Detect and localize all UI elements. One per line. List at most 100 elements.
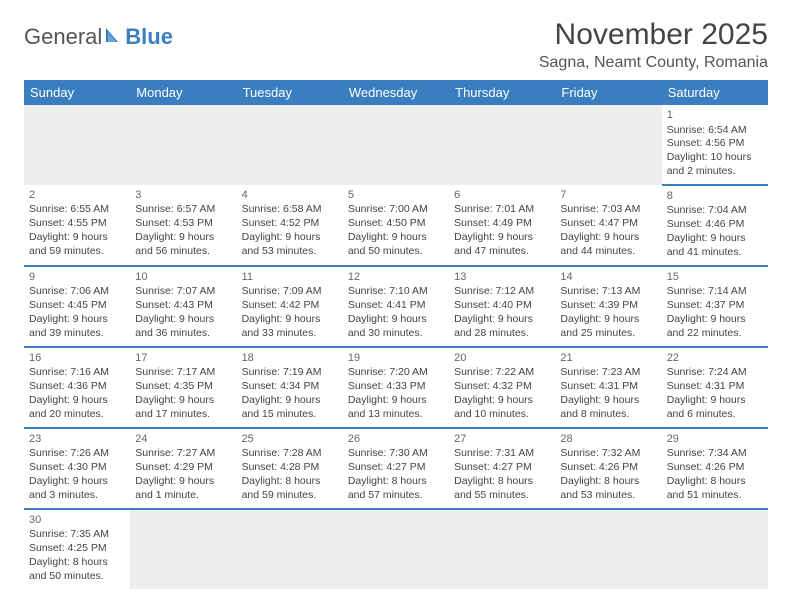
day-header: Monday — [130, 80, 236, 105]
sunrise-text: Sunrise: 7:35 AM — [29, 528, 125, 542]
sunset-text: Sunset: 4:42 PM — [242, 299, 338, 313]
day-number: 15 — [667, 270, 763, 285]
sunset-text: Sunset: 4:30 PM — [29, 461, 125, 475]
calendar-cell — [555, 105, 661, 185]
day-number: 13 — [454, 270, 550, 285]
calendar-cell: 27Sunrise: 7:31 AMSunset: 4:27 PMDayligh… — [449, 428, 555, 509]
sunrise-text: Sunrise: 7:16 AM — [29, 366, 125, 380]
day-number: 22 — [667, 351, 763, 366]
sunrise-text: Sunrise: 7:34 AM — [667, 447, 763, 461]
calendar-row: 9Sunrise: 7:06 AMSunset: 4:45 PMDaylight… — [24, 266, 768, 347]
calendar-cell: 2Sunrise: 6:55 AMSunset: 4:55 PMDaylight… — [24, 185, 130, 266]
calendar-cell: 1Sunrise: 6:54 AMSunset: 4:56 PMDaylight… — [662, 105, 768, 185]
calendar-cell — [343, 509, 449, 589]
calendar-cell — [449, 105, 555, 185]
day-number: 11 — [242, 270, 338, 285]
day-header: Wednesday — [343, 80, 449, 105]
calendar-cell: 24Sunrise: 7:27 AMSunset: 4:29 PMDayligh… — [130, 428, 236, 509]
calendar-row: 1Sunrise: 6:54 AMSunset: 4:56 PMDaylight… — [24, 105, 768, 185]
calendar-cell: 5Sunrise: 7:00 AMSunset: 4:50 PMDaylight… — [343, 185, 449, 266]
sunrise-text: Sunrise: 6:57 AM — [135, 203, 231, 217]
calendar-cell: 14Sunrise: 7:13 AMSunset: 4:39 PMDayligh… — [555, 266, 661, 347]
day-header: Friday — [555, 80, 661, 105]
calendar-cell: 29Sunrise: 7:34 AMSunset: 4:26 PMDayligh… — [662, 428, 768, 509]
sunset-text: Sunset: 4:27 PM — [454, 461, 550, 475]
sunset-text: Sunset: 4:40 PM — [454, 299, 550, 313]
sunrise-text: Sunrise: 7:23 AM — [560, 366, 656, 380]
day-number: 26 — [348, 432, 444, 447]
sunrise-text: Sunrise: 7:10 AM — [348, 285, 444, 299]
calendar-cell: 28Sunrise: 7:32 AMSunset: 4:26 PMDayligh… — [555, 428, 661, 509]
day-header: Tuesday — [237, 80, 343, 105]
calendar-cell: 11Sunrise: 7:09 AMSunset: 4:42 PMDayligh… — [237, 266, 343, 347]
day-header: Sunday — [24, 80, 130, 105]
sunrise-text: Sunrise: 7:14 AM — [667, 285, 763, 299]
sunrise-text: Sunrise: 7:27 AM — [135, 447, 231, 461]
daylight-text: Daylight: 8 hours and 57 minutes. — [348, 475, 444, 503]
sunrise-text: Sunrise: 7:04 AM — [667, 204, 763, 218]
calendar-cell — [555, 509, 661, 589]
day-number: 29 — [667, 432, 763, 447]
daylight-text: Daylight: 9 hours and 30 minutes. — [348, 313, 444, 341]
daylight-text: Daylight: 9 hours and 56 minutes. — [135, 231, 231, 259]
sunrise-text: Sunrise: 6:54 AM — [667, 124, 763, 138]
day-header: Saturday — [662, 80, 768, 105]
calendar-row: 30Sunrise: 7:35 AMSunset: 4:25 PMDayligh… — [24, 509, 768, 589]
calendar-row: 23Sunrise: 7:26 AMSunset: 4:30 PMDayligh… — [24, 428, 768, 509]
daylight-text: Daylight: 9 hours and 6 minutes. — [667, 394, 763, 422]
day-number: 8 — [667, 189, 763, 204]
daylight-text: Daylight: 9 hours and 25 minutes. — [560, 313, 656, 341]
sunset-text: Sunset: 4:43 PM — [135, 299, 231, 313]
day-number: 5 — [348, 188, 444, 203]
sunrise-text: Sunrise: 7:19 AM — [242, 366, 338, 380]
calendar-cell — [662, 509, 768, 589]
sunset-text: Sunset: 4:26 PM — [667, 461, 763, 475]
day-number: 20 — [454, 351, 550, 366]
day-number: 1 — [667, 108, 763, 123]
calendar-cell: 16Sunrise: 7:16 AMSunset: 4:36 PMDayligh… — [24, 347, 130, 428]
daylight-text: Daylight: 8 hours and 50 minutes. — [29, 556, 125, 584]
location: Sagna, Neamt County, Romania — [539, 54, 768, 72]
day-number: 16 — [29, 351, 125, 366]
sunrise-text: Sunrise: 7:28 AM — [242, 447, 338, 461]
calendar-cell: 17Sunrise: 7:17 AMSunset: 4:35 PMDayligh… — [130, 347, 236, 428]
daylight-text: Daylight: 9 hours and 53 minutes. — [242, 231, 338, 259]
sunset-text: Sunset: 4:32 PM — [454, 380, 550, 394]
daylight-text: Daylight: 9 hours and 17 minutes. — [135, 394, 231, 422]
daylight-text: Daylight: 9 hours and 59 minutes. — [29, 231, 125, 259]
daylight-text: Daylight: 10 hours and 2 minutes. — [667, 151, 763, 179]
sunrise-text: Sunrise: 7:07 AM — [135, 285, 231, 299]
calendar-cell: 15Sunrise: 7:14 AMSunset: 4:37 PMDayligh… — [662, 266, 768, 347]
sunset-text: Sunset: 4:28 PM — [242, 461, 338, 475]
header: General Blue November 2025 Sagna, Neamt … — [24, 18, 768, 72]
title-block: November 2025 Sagna, Neamt County, Roman… — [539, 18, 768, 72]
logo-text-blue: Blue — [125, 24, 173, 50]
calendar-cell — [24, 105, 130, 185]
calendar-cell: 30Sunrise: 7:35 AMSunset: 4:25 PMDayligh… — [24, 509, 130, 589]
sunrise-text: Sunrise: 6:55 AM — [29, 203, 125, 217]
calendar-cell — [237, 105, 343, 185]
daylight-text: Daylight: 9 hours and 8 minutes. — [560, 394, 656, 422]
calendar-cell: 6Sunrise: 7:01 AMSunset: 4:49 PMDaylight… — [449, 185, 555, 266]
calendar-cell: 10Sunrise: 7:07 AMSunset: 4:43 PMDayligh… — [130, 266, 236, 347]
day-number: 24 — [135, 432, 231, 447]
sunset-text: Sunset: 4:45 PM — [29, 299, 125, 313]
calendar-table: Sunday Monday Tuesday Wednesday Thursday… — [24, 80, 768, 589]
calendar-cell — [237, 509, 343, 589]
daylight-text: Daylight: 9 hours and 36 minutes. — [135, 313, 231, 341]
month-title: November 2025 — [539, 18, 768, 52]
sunset-text: Sunset: 4:36 PM — [29, 380, 125, 394]
sunset-text: Sunset: 4:33 PM — [348, 380, 444, 394]
daylight-text: Daylight: 9 hours and 22 minutes. — [667, 313, 763, 341]
day-number: 9 — [29, 270, 125, 285]
daylight-text: Daylight: 9 hours and 20 minutes. — [29, 394, 125, 422]
daylight-text: Daylight: 8 hours and 51 minutes. — [667, 475, 763, 503]
calendar-cell: 13Sunrise: 7:12 AMSunset: 4:40 PMDayligh… — [449, 266, 555, 347]
day-number: 18 — [242, 351, 338, 366]
daylight-text: Daylight: 8 hours and 59 minutes. — [242, 475, 338, 503]
daylight-text: Daylight: 9 hours and 3 minutes. — [29, 475, 125, 503]
daylight-text: Daylight: 8 hours and 55 minutes. — [454, 475, 550, 503]
sunrise-text: Sunrise: 7:00 AM — [348, 203, 444, 217]
logo-sail-icon — [104, 24, 124, 50]
sunset-text: Sunset: 4:26 PM — [560, 461, 656, 475]
